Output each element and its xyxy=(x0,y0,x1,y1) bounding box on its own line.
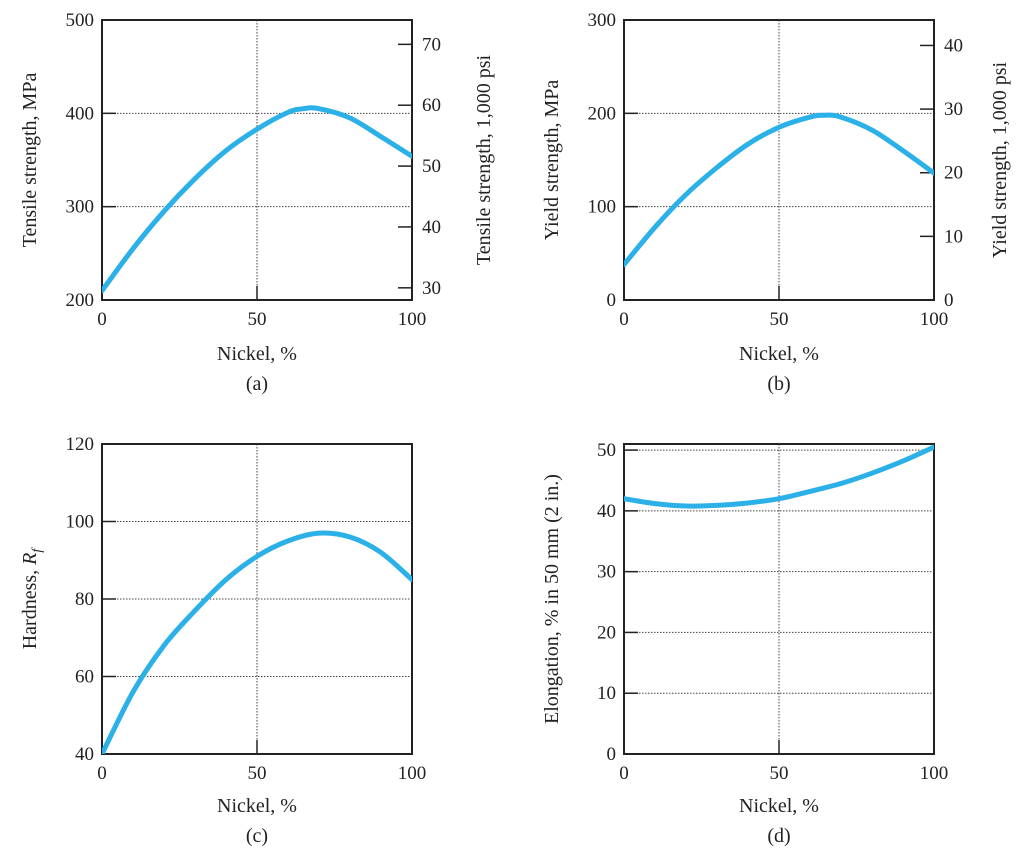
chart-a-xtick-label-100: 100 xyxy=(398,309,427,330)
chart-d-xtick-label-100: 100 xyxy=(920,763,949,784)
chart-d-series-line-0 xyxy=(624,444,934,509)
chart-b-y2tick-label-0: 0 xyxy=(944,290,954,311)
chart-a-ytick-label-400: 400 xyxy=(66,103,95,124)
chart-b-y2tick-label-20: 20 xyxy=(944,163,963,184)
chart-a-y2tick-label-50: 50 xyxy=(422,156,441,177)
chart-b-y2label: Yield strength, 1,000 psi xyxy=(989,62,1011,259)
chart-c-ytick-label-80: 80 xyxy=(75,589,94,610)
chart-c-ytick-label-100: 100 xyxy=(66,512,95,533)
chart-panel-a: 0 50 100 200 300 400 500 30 40 50 60 70 Nickel, % (a)… xyxy=(19,10,495,395)
chart-b-ytick-label-300: 300 xyxy=(588,10,617,31)
chart-c-ytick-label-120: 120 xyxy=(66,434,95,455)
chart-b-xtick-label-0: 0 xyxy=(619,309,629,330)
chart-b-ytick-label-100: 100 xyxy=(588,197,617,218)
chart-d-ytick-label-30: 30 xyxy=(597,562,616,583)
chart-b-ytick-label-0: 0 xyxy=(607,290,617,311)
chart-c-series-line-0 xyxy=(102,530,412,754)
chart-b-series-line-0 xyxy=(624,112,934,267)
chart-d-xtick-label-0: 0 xyxy=(619,763,629,784)
chart-c-xlabel: Nickel, % xyxy=(217,795,297,817)
chart-c-xtick-label-0: 0 xyxy=(97,763,107,784)
chart-d-ytick-label-10: 10 xyxy=(597,683,616,704)
chart-c-ylabel: Hardness, Rf xyxy=(19,547,45,650)
chart-c-xtick-label-50: 50 xyxy=(248,763,267,784)
chart-a-ytick-label-200: 200 xyxy=(66,290,95,311)
chart-d-caption: (d) xyxy=(767,825,790,847)
chart-a-y2tick-label-40: 40 xyxy=(422,217,441,238)
chart-c-ytick-label-60: 60 xyxy=(75,667,94,688)
chart-d-ytick-label-50: 50 xyxy=(597,440,616,461)
chart-b-y2tick-label-10: 10 xyxy=(944,226,963,247)
chart-a-y2tick-label-30: 30 xyxy=(422,278,441,299)
chart-d-ytick-label-20: 20 xyxy=(597,622,616,643)
chart-a-y2tick-label-70: 70 xyxy=(422,34,441,55)
chart-a-xtick-label-0: 0 xyxy=(97,309,107,330)
chart-d-xlabel: Nickel, % xyxy=(739,795,819,817)
chart-b-xtick-label-50: 50 xyxy=(770,309,789,330)
chart-d-ytick-label-0: 0 xyxy=(607,744,617,765)
chart-a-ytick-label-500: 500 xyxy=(66,10,95,31)
chart-c-xtick-label-100: 100 xyxy=(398,763,427,784)
chart-a-ylabel: Tensile strength, MPa xyxy=(19,73,41,248)
chart-panel-c: 0 50 100 40 60 80 100 120 Nickel, % (c) Hardness, … xyxy=(19,434,426,847)
chart-a-xtick-label-50: 50 xyxy=(248,309,267,330)
chart-a-series-line-0 xyxy=(102,105,412,294)
chart-a-y2label: Tensile strength, 1,000 psi xyxy=(473,54,495,265)
chart-d-ytick-label-40: 40 xyxy=(597,501,616,522)
chart-a-xlabel: Nickel, % xyxy=(217,343,297,365)
chart-a-caption: (a) xyxy=(246,373,268,395)
chart-d-xtick-label-50: 50 xyxy=(770,763,789,784)
chart-c-caption: (c) xyxy=(246,825,268,847)
chart-a-y2tick-label-60: 60 xyxy=(422,95,441,116)
chart-b-y2tick-label-30: 30 xyxy=(944,99,963,120)
chart-b-ytick-label-200: 200 xyxy=(588,103,617,124)
chart-b-caption: (b) xyxy=(767,373,790,395)
chart-b-xtick-label-100: 100 xyxy=(920,309,949,330)
chart-b-ylabel: Yield strength, MPa xyxy=(541,80,563,241)
chart-d-ylabel: Elongation, % in 50 mm (2 in.) xyxy=(541,474,563,724)
chart-b-y2tick-label-40: 40 xyxy=(944,35,963,56)
chart-b-xlabel: Nickel, % xyxy=(739,343,819,365)
chart-a-ytick-label-300: 300 xyxy=(66,197,95,218)
chart-panel-d: 0 50 100 0 10 20 30 40 50 Nickel, % (d) Elongation,… xyxy=(541,440,948,847)
chart-c-ytick-label-40: 40 xyxy=(75,744,94,765)
